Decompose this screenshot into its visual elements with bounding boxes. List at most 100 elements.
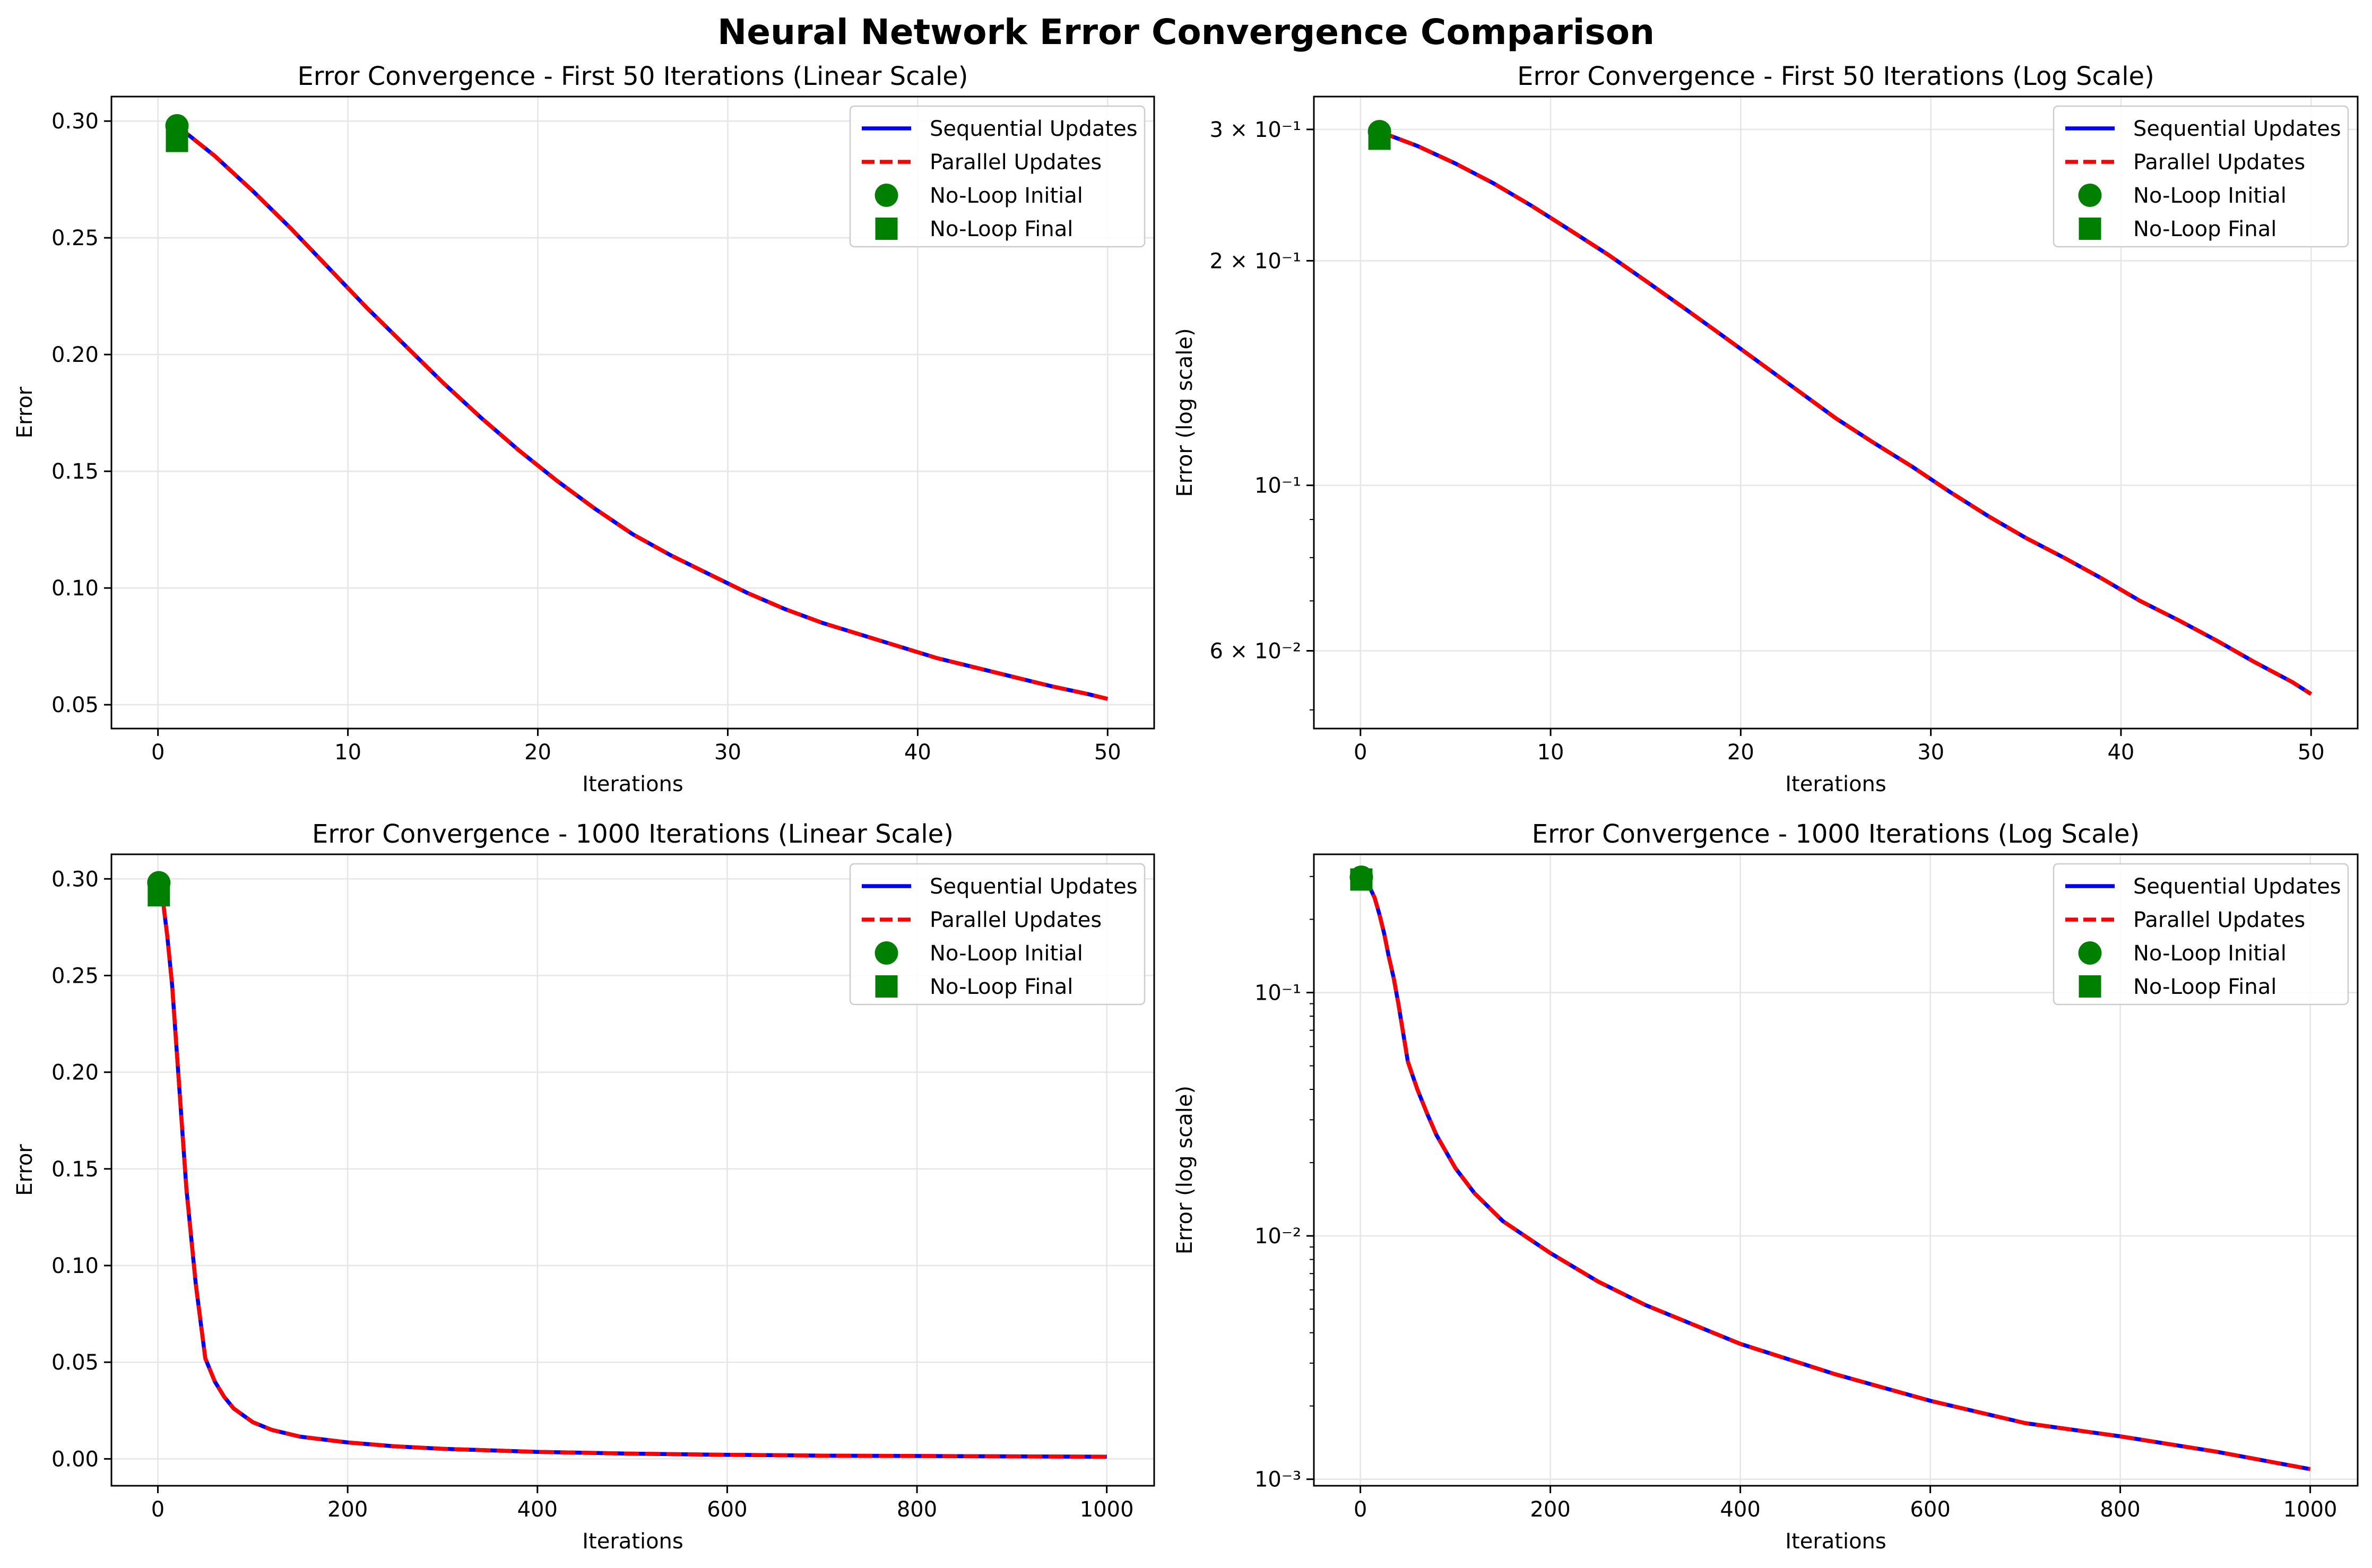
x-tick-label: 1000 [1080,1497,1134,1522]
axes-frame [110,96,1155,730]
legend-square-icon [2079,975,2101,998]
y-tick-label: 10⁻¹ [1254,474,1301,498]
chart-title: Error Convergence - 1000 Iterations (Lin… [312,819,954,849]
legend-box [2053,863,2349,1006]
legend-label: Parallel Updates [2133,150,2305,175]
legend-label: Parallel Updates [930,150,1102,175]
legend-label: No-Loop Initial [2133,184,2287,208]
legend-label: No-Loop Final [2133,975,2276,999]
y-tick-label: 0.15 [51,460,99,484]
x-tick-label: 400 [1720,1497,1760,1522]
y-axis-label: Error (log scale) [1173,328,1197,497]
parallel-updates-line [1360,876,2311,1471]
legend-label: No-Loop Final [930,217,1073,241]
legend-circle-icon [875,941,898,965]
y-tick-label: 0.25 [51,226,99,250]
legend: Sequential Updates Parallel Updates No-Loo… [2053,105,2349,248]
x-tick-label: 20 [524,740,551,765]
legend-label: No-Loop Final [2133,217,2276,241]
y-tick-label: 0.30 [51,109,99,134]
x-tick-label: 0 [151,740,165,765]
x-tick-label: 200 [1530,1497,1570,1522]
no-loop-final-marker [1350,868,1373,891]
legend-label: No-Loop Initial [930,941,1083,966]
x-tick-label: 600 [707,1497,747,1522]
x-tick-label: 400 [517,1497,558,1522]
x-tick-label: 0 [1354,1497,1367,1522]
parallel-updates-line [157,882,1107,1459]
legend-label: No-Loop Initial [930,184,1083,208]
x-tick-label: 40 [904,740,931,765]
y-tick-label: 3 × 10⁻¹ [1210,118,1301,142]
y-tick-label: 0.00 [51,1447,99,1471]
no-loop-final-marker [1368,127,1391,150]
x-tick-label: 40 [2107,740,2134,765]
legend-circle-icon [875,184,898,207]
x-tick-label: 200 [327,1497,368,1522]
y-tick-label: 2 × 10⁻¹ [1210,249,1301,273]
legend-label: Sequential Updates [930,117,1138,141]
chart-panel-4: 0 200 400 600 800 1000 10⁻³ 10⁻² 10⁻¹ Error Conve… [1173,819,2359,1554]
legend-circle-icon [2078,184,2102,207]
chart-title: Error Convergence - First 50 Iterations … [297,62,968,91]
legend-label: Parallel Updates [2133,908,2305,932]
legend-label: No-Loop Final [930,975,1073,999]
y-tick-label: 10⁻¹ [1254,981,1301,1006]
chart-panel-1: 0 10 20 30 40 50 0.05 0.10 0.15 0.20 0.25 0.30 Error… [13,62,1155,796]
no-loop-final-marker [148,884,170,907]
legend: Sequential Updates Parallel Updates No-Loo… [849,863,1146,1006]
x-tick-label: 50 [2298,740,2325,765]
y-tick-label: 0.20 [51,1061,99,1085]
axes-frame [1313,96,2359,730]
y-tick-label: 10⁻² [1254,1224,1301,1249]
x-axis-label: Iterations [1785,772,1886,796]
y-tick-label: 0.10 [51,576,99,601]
x-tick-label: 0 [151,1497,165,1522]
legend-box [849,863,1146,1006]
no-loop-final-marker [166,129,188,152]
y-tick-label: 10⁻³ [1254,1468,1301,1492]
series-group [1360,876,2311,1471]
x-axis-label: Iterations [582,1529,683,1554]
x-tick-label: 10 [1537,740,1564,765]
x-tick-label: 800 [897,1497,937,1522]
legend: Sequential Updates Parallel Updates No-Loo… [2053,863,2349,1006]
x-axis-label: Iterations [1785,1529,1886,1554]
y-tick-label: 0.15 [51,1157,99,1182]
y-axis-label: Error [13,386,37,438]
y-axis-label: Error [13,1144,37,1196]
legend-label: No-Loop Initial [2133,941,2287,966]
legend-square-icon [2079,218,2101,240]
y-tick-label: 0.30 [51,867,99,891]
legend-label: Parallel Updates [930,908,1102,932]
y-tick-label: 0.25 [51,964,99,988]
x-axis-label: Iterations [582,772,683,796]
parallel-updates-line [1379,129,2313,696]
x-tick-label: 30 [1917,740,1944,765]
series-group [176,124,1109,701]
x-tick-label: 800 [2100,1497,2140,1522]
x-tick-label: 30 [714,740,741,765]
chart-panel-2: 0 10 20 30 40 50 6 × 10⁻² 10⁻¹ 2 × 10⁻¹ 3 × 10⁻¹ E… [1173,62,2359,796]
x-tick-label: 20 [1727,740,1754,765]
x-tick-label: 50 [1094,740,1121,765]
legend-square-icon [875,975,898,998]
legend-box [2053,105,2349,248]
legend-circle-icon [2078,941,2102,965]
x-tick-label: 600 [1910,1497,1950,1522]
x-tick-label: 0 [1354,740,1367,765]
chart-panel-3: 0 200 400 600 800 1000 0.00 0.05 0.10 0.15 0.20 0.2… [13,819,1155,1554]
figure-title: Neural Network Error Convergence Compari… [717,12,1655,53]
series-group [157,882,1107,1459]
y-tick-label: 0.10 [51,1254,99,1278]
y-tick-label: 0.05 [51,1350,99,1375]
legend: Sequential Updates Parallel Updates No-Loo… [849,105,1146,248]
x-tick-label: 1000 [2283,1497,2338,1522]
axes-frame [1313,853,2359,1487]
chart-title: Error Convergence - First 50 Iterations … [1517,62,2154,91]
y-axis-label: Error (log scale) [1173,1086,1197,1254]
chart-title: Error Convergence - 1000 Iterations (Log… [1532,819,2140,849]
parallel-updates-line [176,124,1109,701]
series-group [1379,129,2313,696]
